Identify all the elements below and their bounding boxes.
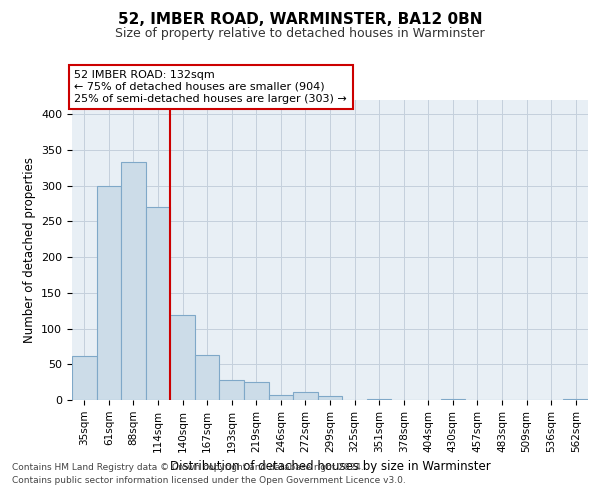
Bar bbox=[72, 356, 97, 400]
X-axis label: Distribution of detached houses by size in Warminster: Distribution of detached houses by size … bbox=[170, 460, 490, 473]
Bar bbox=[367, 398, 391, 400]
Bar bbox=[170, 315, 195, 400]
Bar bbox=[146, 207, 170, 400]
Bar bbox=[220, 380, 244, 400]
Text: Contains HM Land Registry data © Crown copyright and database right 2024.: Contains HM Land Registry data © Crown c… bbox=[12, 464, 364, 472]
Bar bbox=[97, 186, 121, 400]
Bar bbox=[195, 355, 220, 400]
Bar bbox=[440, 398, 465, 400]
Text: Size of property relative to detached houses in Warminster: Size of property relative to detached ho… bbox=[115, 28, 485, 40]
Bar bbox=[293, 392, 318, 400]
Bar bbox=[563, 398, 588, 400]
Bar bbox=[244, 382, 269, 400]
Y-axis label: Number of detached properties: Number of detached properties bbox=[23, 157, 35, 343]
Text: 52, IMBER ROAD, WARMINSTER, BA12 0BN: 52, IMBER ROAD, WARMINSTER, BA12 0BN bbox=[118, 12, 482, 28]
Text: Contains public sector information licensed under the Open Government Licence v3: Contains public sector information licen… bbox=[12, 476, 406, 485]
Text: 52 IMBER ROAD: 132sqm
← 75% of detached houses are smaller (904)
25% of semi-det: 52 IMBER ROAD: 132sqm ← 75% of detached … bbox=[74, 70, 347, 104]
Bar bbox=[318, 396, 342, 400]
Bar bbox=[269, 395, 293, 400]
Bar bbox=[121, 162, 146, 400]
